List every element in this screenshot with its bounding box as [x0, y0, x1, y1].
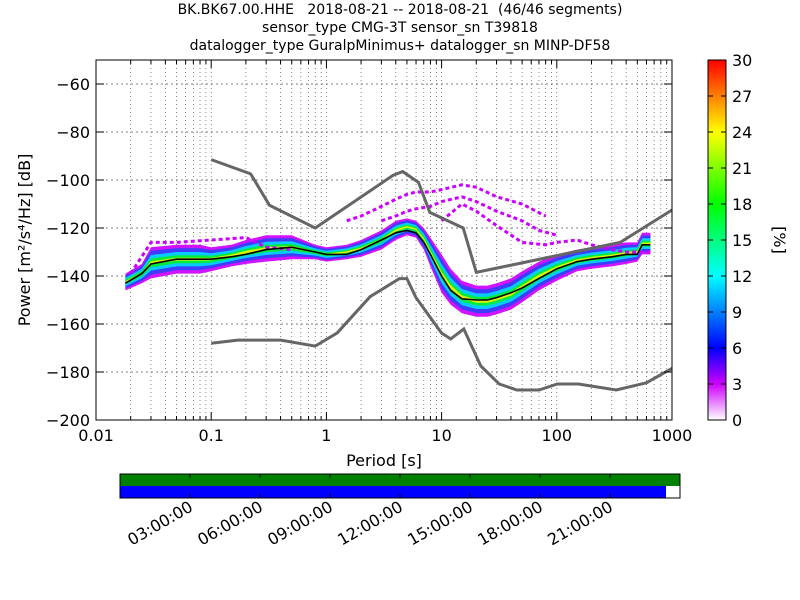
title-line-3: datalogger_type GuralpMinimus+ datalogge…: [189, 38, 611, 54]
outlier-curves: [129, 183, 651, 275]
density-band-4: [125, 224, 651, 306]
y-axis-label: Power [m²/s⁴/Hz] [dB]: [15, 154, 34, 327]
y-tick-label: −80: [56, 123, 90, 142]
y-tick-label: −60: [56, 75, 90, 94]
y-tick-label: −160: [46, 315, 90, 334]
x-axis-label: Period [s]: [346, 451, 422, 470]
x-tick-label: 100: [542, 426, 573, 445]
plot-frame: [95, 59, 673, 421]
noise-models: [210, 158, 672, 392]
y-tick-label: −200: [46, 411, 90, 430]
low-noise-model: [211, 277, 672, 392]
axes: 0.01 0.1 1 10 100 1000 −200 −180 −160 −140 −120 −10…: [46, 60, 692, 445]
mean-line: [124, 229, 651, 301]
outlier-curve-1: [129, 236, 292, 275]
mean-curve: [124, 229, 651, 301]
y-tick-label: −100: [46, 171, 90, 190]
title-line-2: sensor_type CMG-3T sensor_sn T39818: [262, 20, 538, 36]
x-tick-label: 0.01: [78, 426, 114, 445]
grid: [96, 60, 672, 420]
outlier-curve-3: [380, 195, 558, 237]
y-tick-label: −120: [46, 219, 90, 238]
x-tick-label: 1000: [652, 426, 693, 445]
x-tick-label: 10: [431, 426, 451, 445]
high-noise-model: [210, 158, 672, 275]
y-tick-label: −180: [46, 363, 90, 382]
outlier-curve-4: [440, 202, 651, 254]
y-tick-label: −140: [46, 267, 90, 286]
x-tick-label: 0.1: [198, 426, 223, 445]
outlier-curve-2: [346, 183, 547, 223]
title-line-1: BK.BK67.00.HHE 2018-08-21 -- 2018-08-21 …: [177, 2, 623, 18]
x-tick-label: 1: [321, 426, 331, 445]
